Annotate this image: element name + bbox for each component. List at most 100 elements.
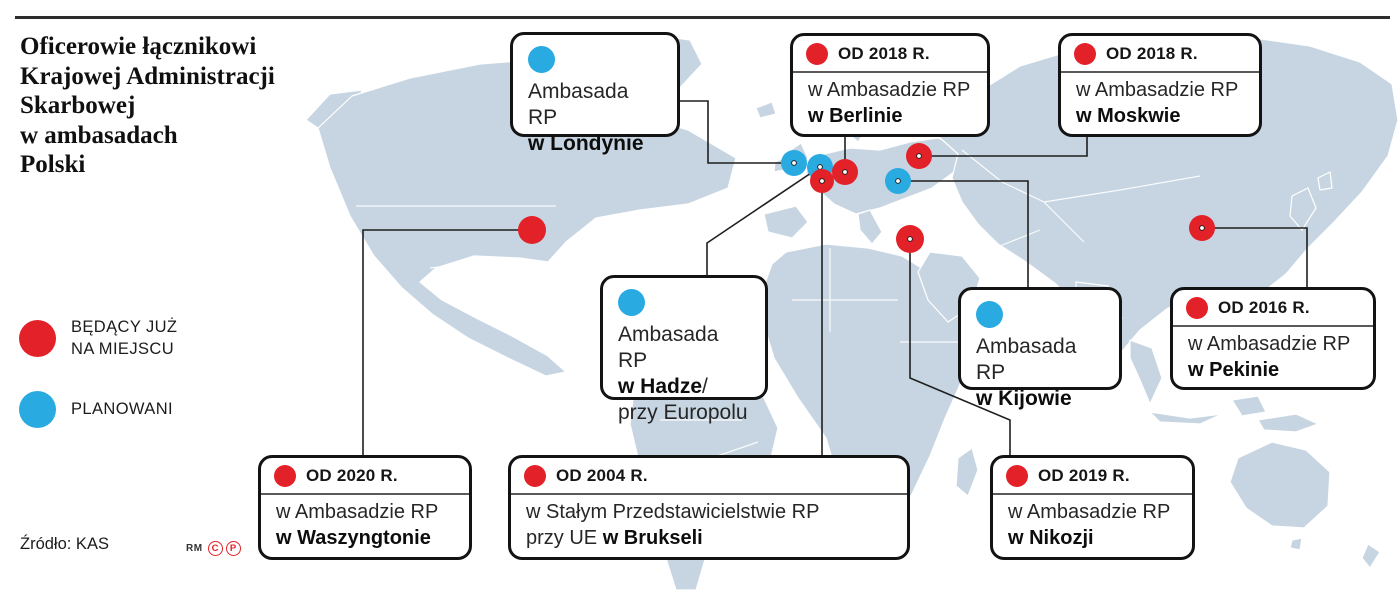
landmass-iberia (763, 205, 809, 239)
landmass-indonesia (1149, 411, 1223, 425)
connector-kiev (898, 180, 1029, 287)
landmass-new-zealand (1361, 543, 1381, 569)
callout-nicosia: OD 2019 R. w Ambasadzie RP w Nikozji (990, 455, 1195, 560)
callout-brussels: OD 2004 R. w Stałym Przedstawicielstwie … (508, 455, 910, 560)
embassy-line: w Ambasadzie RP (1076, 79, 1239, 101)
map-marker-moscow (906, 143, 932, 169)
map-marker-beijing (1189, 215, 1215, 241)
map-marker-brussels (810, 169, 834, 193)
source-label: Źródło: KAS (20, 535, 109, 553)
callout-header: OD 2016 R. (1173, 290, 1373, 327)
present-dot-icon (1006, 465, 1028, 487)
country-border-lines (356, 149, 1201, 463)
callout-text: w Ambasadzie RP w Nikozji (993, 495, 1192, 559)
callout-moscow: OD 2018 R. w Ambasadzie RP w Moskwie (1058, 33, 1262, 137)
top-rule (15, 16, 1390, 19)
landmass-africa (761, 243, 975, 541)
city-line: w Moskwie (1076, 105, 1181, 127)
connector-beijing (1202, 227, 1308, 287)
year-label: OD 2018 R. (838, 44, 930, 63)
year-label: OD 2018 R. (1106, 44, 1198, 63)
year-label: OD 2004 R. (556, 466, 648, 485)
year-label: OD 2020 R. (306, 466, 398, 485)
landmass-italy (857, 209, 883, 245)
credit-agency: RM (186, 543, 203, 554)
city-line: w Berlinie (808, 105, 903, 127)
map-marker-nicosia (896, 225, 924, 253)
legend-row-present: BĘDĄCY JUŻ NA MIEJSCU (19, 316, 177, 361)
present-dot-icon (274, 465, 296, 487)
callout-washington: OD 2020 R. w Ambasadzie RP w Waszyngtoni… (258, 455, 472, 560)
landmass-iceland (755, 101, 777, 119)
present-dot-icon (524, 465, 546, 487)
landmass-japan (1289, 187, 1317, 231)
city-line: w Waszyngtonie (276, 527, 431, 549)
callout-header: OD 2020 R. (261, 458, 469, 495)
present-dot-icon (806, 43, 828, 65)
year-label: OD 2016 R. (1218, 298, 1310, 317)
present-dot-icon (1186, 297, 1208, 319)
landmass-japan-north (1317, 171, 1333, 191)
callout-header: OD 2018 R. (793, 36, 987, 73)
city-line-suffix: / (702, 375, 708, 399)
org-line: przy Europolu (618, 401, 748, 425)
planned-dot-icon (976, 301, 1003, 328)
map-marker-berlin (832, 159, 858, 185)
callout-hague: Ambasada RP w Hadze/ przy Europolu (600, 275, 768, 424)
planned-dot-icon (528, 46, 555, 73)
embassy-line: Ambasada RP (528, 80, 629, 130)
page-title: Oficerowie łącznikowi Krajowej Administr… (20, 33, 275, 178)
embassy-line: w Stałym Przedstawicielstwie RP (526, 501, 820, 523)
city-line: w Hadze (618, 375, 703, 399)
callout-text: w Ambasadzie RP w Berlinie (793, 73, 987, 137)
embassy-line: Ambasada RP (618, 323, 719, 373)
connector-moscow (919, 137, 1088, 157)
city-line-prefix: przy UE (526, 527, 603, 549)
callout-header: OD 2004 R. (511, 458, 907, 495)
planned-dot-icon (618, 289, 645, 316)
city-line: w Kijowie (976, 387, 1072, 411)
callout-header: OD 2018 R. (1061, 36, 1259, 73)
present-dot-icon (19, 319, 56, 357)
callout-kiev: Ambasada RP w Kijowie (958, 287, 1122, 410)
city-line: w Pekinie (1188, 359, 1280, 381)
city-line: w Londynie (528, 132, 644, 156)
landmass-madagascar (955, 447, 979, 497)
callout-text: w Ambasadzie RP w Pekinie (1173, 327, 1373, 391)
legend-present-label: BĘDĄCY JUŻ NA MIEJSCU (71, 318, 178, 359)
callout-london: Ambasada RP w Londynie (510, 32, 680, 155)
legend-planned-label: PLANOWANI (71, 399, 174, 418)
embassy-line: Ambasada RP (976, 335, 1077, 385)
callout-text: w Stałym Przedstawicielstwie RP przy UE … (511, 495, 907, 559)
embassy-line: w Ambasadzie RP (276, 501, 439, 523)
embassy-line: w Ambasadzie RP (808, 79, 971, 101)
year-label: OD 2019 R. (1038, 466, 1130, 485)
callout-text: w Ambasadzie RP w Moskwie (1061, 73, 1259, 137)
city-line: w Brukseli (602, 527, 703, 549)
callout-header: OD 2019 R. (993, 458, 1192, 495)
city-line: w Nikozji (1008, 527, 1094, 549)
landmass-indochina (1129, 339, 1163, 405)
publishing-mark-icon: P (225, 541, 241, 556)
callout-berlin: OD 2018 R. w Ambasadzie RP w Berlinie (790, 33, 990, 137)
map-marker-kiev (885, 168, 911, 194)
landmass-new-guinea (1257, 413, 1319, 433)
connector-london (680, 100, 794, 164)
connector-washington (362, 229, 532, 455)
legend: BĘDĄCY JUŻ NA MIEJSCU PLANOWANI (19, 316, 177, 458)
callout-text: w Ambasadzie RP w Waszyngtonie (261, 495, 469, 559)
landmass-tasmania (1289, 537, 1303, 551)
legend-row-planned: PLANOWANI (19, 390, 177, 428)
embassy-line: w Ambasadzie RP (1008, 501, 1171, 523)
callout-text: Ambasada RP w Hadze/ przy Europolu (603, 322, 765, 434)
credit: RM C P (186, 541, 241, 556)
callout-beijing: OD 2016 R. w Ambasadzie RP w Pekinie (1170, 287, 1376, 390)
connector-hague (706, 166, 821, 275)
present-dot-icon (1074, 43, 1096, 65)
landmass-australia (1229, 441, 1331, 529)
map-marker-london (781, 150, 807, 176)
connector-nicosia (909, 239, 1011, 455)
map-marker-washington (518, 216, 546, 244)
